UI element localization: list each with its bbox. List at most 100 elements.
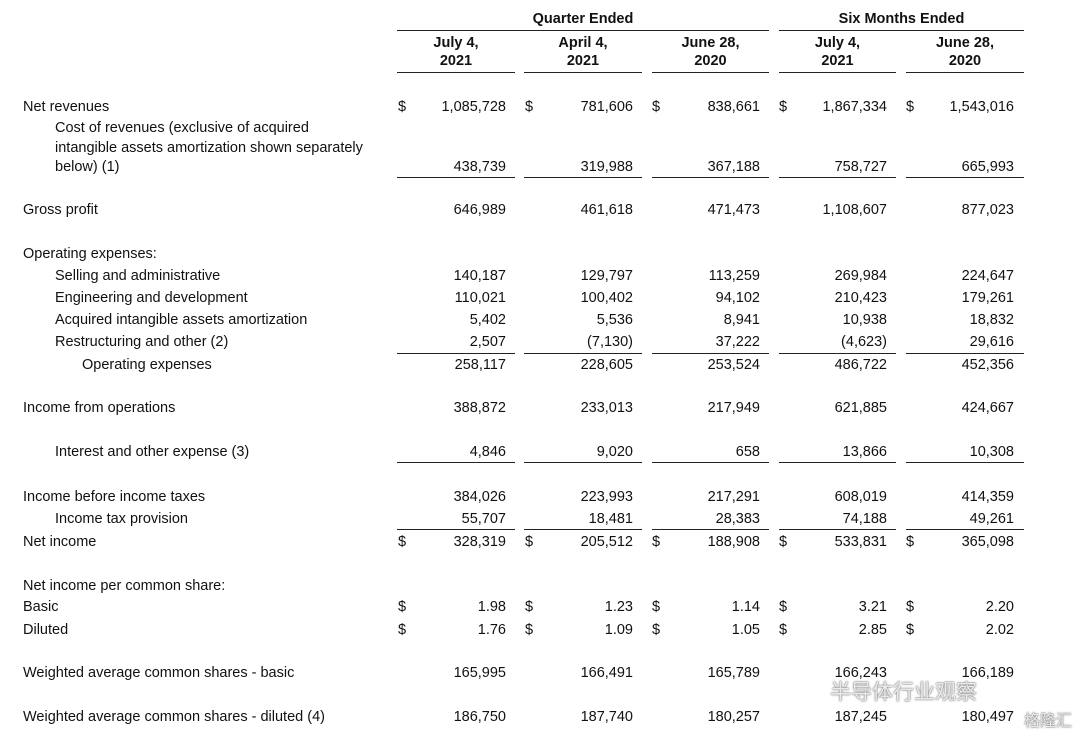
currency-sign: $ [779,622,788,638]
rule [652,72,769,73]
rule [397,177,515,178]
cell-value: 223,993 [580,489,633,505]
rule [397,72,515,73]
cell-value: 1,867,334 [822,99,887,115]
cell-value: 13,866 [842,444,887,460]
cell-value: 608,019 [834,489,887,505]
cell-value: 1.05 [731,622,760,638]
cell-value: 100,402 [580,290,633,306]
row-label: intangible assets amortization shown sep… [55,139,363,156]
rule [397,462,515,463]
row-label: Diluted [23,622,69,638]
row-label: Basic [23,599,59,615]
cell-value: 646,989 [453,202,506,218]
cell-value: 1.23 [604,599,633,615]
cell-value: 452,356 [961,357,1014,373]
cell-value: 621,885 [834,400,887,416]
cell-value: 110,021 [454,290,506,306]
cell-value: 180,257 [707,709,760,725]
rule [779,72,896,73]
rule [906,353,1024,354]
cell-value: 1,085,728 [441,99,506,115]
cell-value: 461,618 [580,202,633,218]
rule [524,353,642,354]
cell-value: 188,908 [707,534,760,550]
row-label: Restructuring and other (2) [55,334,229,350]
currency-sign: $ [398,534,407,550]
cell-value: 4,846 [469,444,506,460]
row-label: Interest and other expense (3) [55,444,250,460]
cell-value: 1.09 [604,622,633,638]
cell-value: 94,102 [715,290,760,306]
cell-value: 187,740 [580,709,633,725]
rule [906,72,1024,73]
row-label: Net income [23,534,97,550]
cell-value: 365,098 [961,534,1014,550]
cell-value: 18,481 [588,511,633,527]
cell-value: 9,020 [596,444,633,460]
cell-value: 1,108,607 [822,202,887,218]
cell-value: 328,319 [453,534,506,550]
group-heading: Six Months Ended [838,11,965,27]
currency-sign: $ [652,99,661,115]
cell-value: 1.76 [477,622,506,638]
rule [652,177,769,178]
rule [652,462,769,463]
rule [779,353,896,354]
cell-value: 10,938 [842,312,887,328]
watermark-brand: 格隆汇 [1024,713,1073,730]
currency-sign: $ [398,622,407,638]
column-heading: June 28, [681,35,740,51]
cell-value: 388,872 [453,400,506,416]
cell-value: 1.98 [477,599,506,615]
cell-value: 367,188 [707,159,760,175]
cell-value: 3.21 [858,599,887,615]
cell-value: 438,739 [453,159,506,175]
cell-value: 486,722 [834,357,887,373]
cell-value: 166,243 [834,665,887,681]
rule [652,353,769,354]
currency-sign: $ [906,99,915,115]
cell-value: 5,402 [469,312,506,328]
column-heading: July 4, [814,35,861,51]
rule [906,177,1024,178]
cell-value: 658 [735,444,760,460]
currency-sign: $ [525,99,534,115]
rule [779,529,896,530]
column-heading: 2021 [439,53,473,69]
cell-value: 319,988 [580,159,633,175]
cell-value: 758,727 [834,159,887,175]
cell-value: 8,941 [723,312,760,328]
rule [906,462,1024,463]
column-heading: 2021 [821,53,854,69]
currency-sign: $ [779,534,788,550]
cell-value: 113,259 [708,268,760,284]
rule [779,177,896,178]
cell-value: 29,616 [969,334,1014,350]
rule [524,177,642,178]
currency-sign: $ [652,534,661,550]
currency-sign: $ [525,599,534,615]
currency-sign: $ [398,599,407,615]
currency-sign: $ [652,599,661,615]
cell-value: (7,130) [587,334,633,350]
currency-sign: $ [906,622,915,638]
cell-value: 1.14 [731,599,760,615]
row-label: Cost of revenues (exclusive of acquired [55,120,309,136]
cell-value: 55,707 [461,511,506,527]
currency-sign: $ [779,99,788,115]
rule [779,462,896,463]
cell-value: 18,832 [969,312,1014,328]
rule [397,529,515,530]
column-heading: June 28, [935,35,995,51]
cell-value: 129,797 [580,268,633,284]
cell-value: 384,026 [453,489,506,505]
currency-sign: $ [525,534,534,550]
cell-value: 533,831 [834,534,887,550]
column-heading: 2020 [948,53,982,69]
row-label: Selling and administrative [55,268,221,284]
cell-value: 28,383 [715,511,760,527]
watermark-source: 半导体行业观察 [830,681,977,704]
rule [397,30,769,31]
row-label: Income before income taxes [23,489,206,505]
